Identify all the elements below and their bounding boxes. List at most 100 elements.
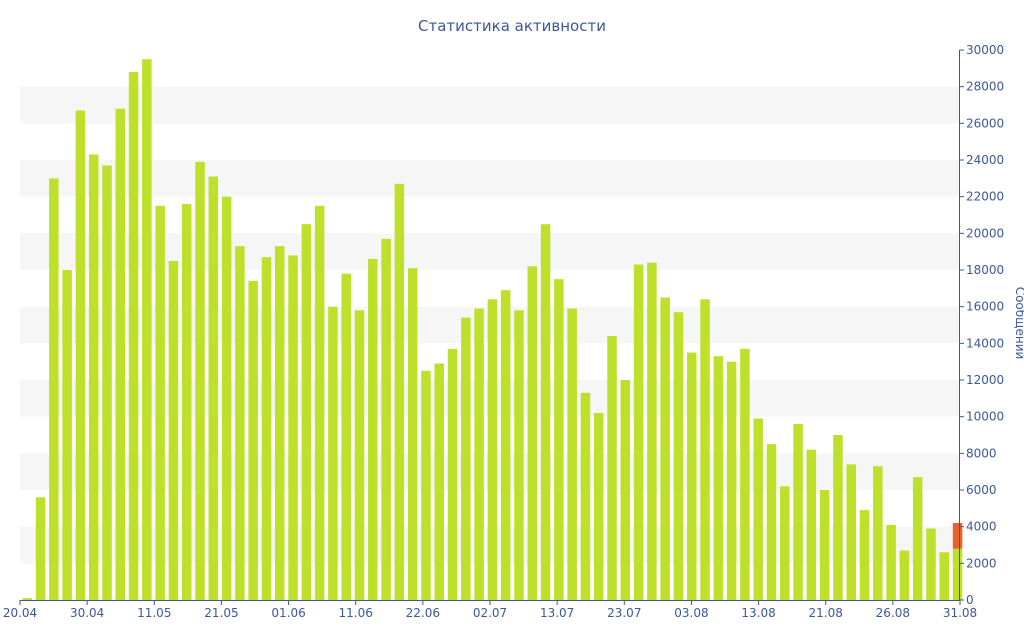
bar: [554, 279, 564, 600]
bar: [49, 178, 59, 600]
bar: [368, 259, 378, 600]
bar: [288, 255, 298, 600]
bar: [753, 418, 763, 600]
bar: [88, 154, 99, 600]
y-tick-label: 12000: [966, 373, 1004, 387]
y-tick-label: 10000: [966, 410, 1004, 424]
bar: [500, 290, 511, 600]
y-tick-label: 22000: [966, 190, 1004, 204]
grid-band: [20, 160, 960, 197]
bar: [208, 176, 219, 600]
bar: [952, 548, 963, 600]
bar: [687, 352, 697, 600]
x-tick-label: 20.04: [3, 606, 37, 620]
y-tick-label: 4000: [966, 520, 997, 534]
bar: [62, 270, 72, 600]
y-tick-label: 30000: [966, 43, 1004, 57]
y-tick-label: 20000: [966, 226, 1004, 240]
bar: [474, 308, 484, 600]
bar: [607, 336, 617, 600]
x-tick-label: 02.07: [473, 606, 507, 620]
bar: [700, 299, 710, 600]
bar: [487, 299, 498, 600]
bar: [248, 281, 258, 600]
bar: [301, 224, 312, 601]
bar: [328, 306, 338, 600]
bar: [341, 273, 351, 600]
bar: [102, 165, 112, 600]
bar: [713, 356, 724, 600]
bar: [115, 108, 126, 601]
bar: [647, 262, 657, 600]
bar: [740, 348, 750, 600]
bar: [434, 363, 444, 600]
bar: [394, 183, 405, 600]
bar: [261, 257, 272, 600]
x-tick-label: 03.08: [674, 606, 708, 620]
bar: [660, 297, 670, 600]
x-tick-label: 30.04: [70, 606, 104, 620]
bar-highlight: [952, 523, 963, 549]
bar: [926, 528, 936, 600]
bar: [235, 246, 245, 601]
bar: [580, 392, 591, 600]
bar: [726, 361, 737, 600]
y-tick-label: 14000: [966, 336, 1004, 350]
grid-band: [20, 86, 960, 124]
bar: [833, 435, 843, 600]
bar: [540, 224, 551, 601]
bar: [447, 348, 458, 600]
bar: [567, 308, 577, 600]
chart-title: Статистика активности: [418, 17, 606, 35]
x-tick-label: 23.07: [607, 606, 641, 620]
y-tick-label: 8000: [966, 446, 997, 460]
bar: [673, 312, 684, 600]
y-tick-label: 28000: [966, 80, 1004, 94]
x-tick-label: 26.08: [876, 606, 910, 620]
bar: [859, 510, 870, 600]
bar: [221, 196, 232, 601]
bar: [181, 204, 192, 600]
bar: [939, 552, 950, 600]
y-tick-label: 18000: [966, 263, 1004, 277]
bar: [780, 486, 790, 600]
bar: [873, 466, 883, 600]
y-axis-label: Сообщений: [1013, 287, 1024, 360]
x-tick-label: 31.08: [943, 606, 977, 620]
bar: [142, 59, 152, 601]
bar: [195, 161, 205, 600]
y-tick-label: 6000: [966, 483, 997, 497]
bar: [421, 370, 431, 600]
y-tick-label: 2000: [966, 556, 997, 570]
bar: [912, 477, 923, 600]
y-tick-label: 24000: [966, 153, 1004, 167]
bar: [819, 490, 830, 600]
x-tick-label: 21.08: [809, 606, 843, 620]
y-tick-label: 16000: [966, 300, 1004, 314]
bar: [886, 524, 896, 600]
x-tick-label: 11.06: [339, 606, 373, 620]
bar: [633, 264, 644, 600]
x-tick-label: 01.06: [271, 606, 305, 620]
axes: 0 2000 4000 6000 8000 10000 12000 14000 16000 180…: [3, 43, 1004, 620]
x-tick-label: 11.05: [137, 606, 171, 620]
x-tick-label: 21.05: [204, 606, 238, 620]
y-tick-label: 0: [966, 593, 974, 607]
bar: [314, 205, 325, 600]
bars: [22, 59, 963, 601]
bar: [593, 413, 604, 600]
bar: [846, 464, 856, 600]
bar: [155, 205, 165, 600]
bar: [35, 497, 46, 600]
bar: [22, 598, 32, 600]
bar: [354, 310, 365, 600]
x-tick-label: 13.07: [540, 606, 574, 620]
bar: [168, 260, 179, 600]
bar: [766, 444, 777, 600]
bar: [407, 268, 418, 600]
bar: [806, 449, 817, 600]
x-tick-label: 13.08: [741, 606, 775, 620]
bar: [275, 246, 285, 601]
